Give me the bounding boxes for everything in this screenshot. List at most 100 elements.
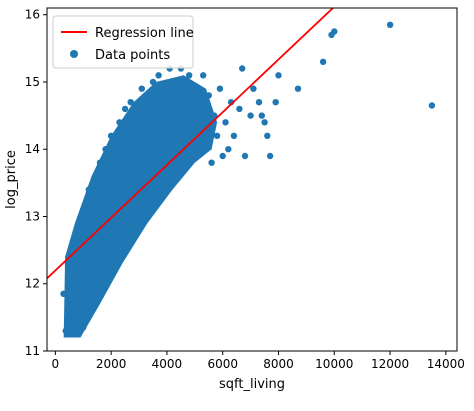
data-point xyxy=(160,85,168,92)
data-point xyxy=(247,112,254,119)
data-point xyxy=(103,246,111,254)
data-point xyxy=(70,280,77,287)
data-point xyxy=(127,99,134,106)
data-point xyxy=(180,139,187,146)
data-point xyxy=(116,119,123,126)
data-point xyxy=(133,112,140,119)
data-point xyxy=(183,105,190,113)
data-point xyxy=(147,146,154,153)
data-point xyxy=(163,125,171,133)
data-point xyxy=(80,324,87,331)
data-point xyxy=(89,213,97,220)
data-point xyxy=(219,152,226,160)
data-point xyxy=(81,267,88,274)
data-point xyxy=(130,172,137,180)
data-point xyxy=(225,146,232,153)
legend-label-data-points: Data points xyxy=(95,48,170,63)
y-tick-label: 14 xyxy=(25,142,40,156)
data-point xyxy=(386,21,394,28)
data-point xyxy=(99,199,107,207)
data-point xyxy=(294,85,302,92)
data-point xyxy=(236,105,243,113)
data-point xyxy=(250,85,257,92)
axes-frame xyxy=(46,7,458,352)
data-point xyxy=(200,72,207,79)
x-tick-label: 12000 xyxy=(371,357,409,371)
data-point xyxy=(216,85,224,92)
data-point xyxy=(121,105,129,113)
data-point xyxy=(261,119,268,126)
data-point xyxy=(109,220,116,227)
data-point xyxy=(152,139,159,146)
data-point xyxy=(92,172,100,180)
data-point xyxy=(222,119,229,126)
y-tick-label: 13 xyxy=(25,209,40,223)
data-point xyxy=(75,314,83,321)
x-tick-label: 2000 xyxy=(96,357,127,371)
data-point xyxy=(149,78,157,86)
data-point xyxy=(211,112,218,119)
legend-point-swatch xyxy=(70,50,78,58)
x-tick-label: 4000 xyxy=(152,357,183,371)
data-point xyxy=(96,159,104,166)
y-tick-label: 16 xyxy=(25,8,40,22)
data-point xyxy=(66,307,74,314)
data-point xyxy=(106,226,114,234)
data-point xyxy=(144,92,151,99)
data-point xyxy=(62,327,69,334)
data-point xyxy=(87,246,94,254)
regression-line xyxy=(47,8,335,280)
data-point xyxy=(84,300,91,308)
data-point xyxy=(105,179,112,187)
data-point xyxy=(95,220,102,227)
data-point xyxy=(73,300,81,308)
data-point xyxy=(191,85,198,92)
data-point xyxy=(141,159,148,166)
data-point xyxy=(124,186,132,193)
data-point xyxy=(428,102,436,109)
data-point xyxy=(188,119,196,126)
data-point xyxy=(194,152,201,160)
data-point xyxy=(98,260,105,267)
data-point xyxy=(155,72,162,79)
x-tick-label: 6000 xyxy=(207,357,238,371)
data-point xyxy=(266,152,274,160)
data-point xyxy=(272,99,279,106)
data-point xyxy=(110,166,118,173)
data-point xyxy=(68,331,76,338)
data-point xyxy=(319,58,327,65)
data-point xyxy=(239,65,246,72)
data-point xyxy=(107,132,115,139)
data-point xyxy=(186,72,193,79)
data-point xyxy=(241,152,249,160)
data-point xyxy=(85,186,93,193)
data-point xyxy=(119,193,126,200)
data-point xyxy=(138,85,145,92)
data-point xyxy=(82,226,90,234)
data-point xyxy=(205,92,212,99)
data-point xyxy=(331,28,338,35)
data-point xyxy=(275,72,282,79)
data-point xyxy=(258,112,265,119)
x-tick-label: 8000 xyxy=(263,357,294,371)
x-tick-label: 14000 xyxy=(427,357,465,371)
data-point xyxy=(197,105,204,113)
data-point xyxy=(169,119,176,126)
data-point xyxy=(101,233,108,240)
data-point xyxy=(135,166,143,173)
data-point xyxy=(60,290,67,297)
data-point xyxy=(264,132,271,139)
data-point xyxy=(255,99,263,106)
data-point xyxy=(208,159,215,166)
y-tick-label: 12 xyxy=(25,277,40,291)
axis-ticks: 0 2000 4000 6000 8000 10000 12000 14000 11 12 13 14… xyxy=(25,8,465,371)
x-tick-label: 0 xyxy=(52,357,60,371)
data-point xyxy=(172,78,179,86)
data-point xyxy=(230,132,238,139)
data-point xyxy=(77,287,84,294)
data-point xyxy=(94,253,101,260)
data-point xyxy=(88,287,95,294)
legend-label-regression-line: Regression line xyxy=(95,26,194,41)
plot-area xyxy=(47,8,436,338)
